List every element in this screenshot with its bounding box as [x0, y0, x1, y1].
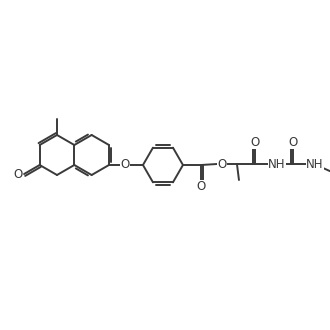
Text: O: O — [120, 158, 130, 172]
Text: O: O — [288, 136, 298, 148]
Text: O: O — [196, 181, 206, 193]
Text: NH: NH — [306, 157, 324, 171]
Text: O: O — [14, 168, 23, 181]
Text: NH: NH — [268, 157, 286, 171]
Text: O: O — [217, 157, 227, 171]
Text: O: O — [250, 136, 260, 148]
